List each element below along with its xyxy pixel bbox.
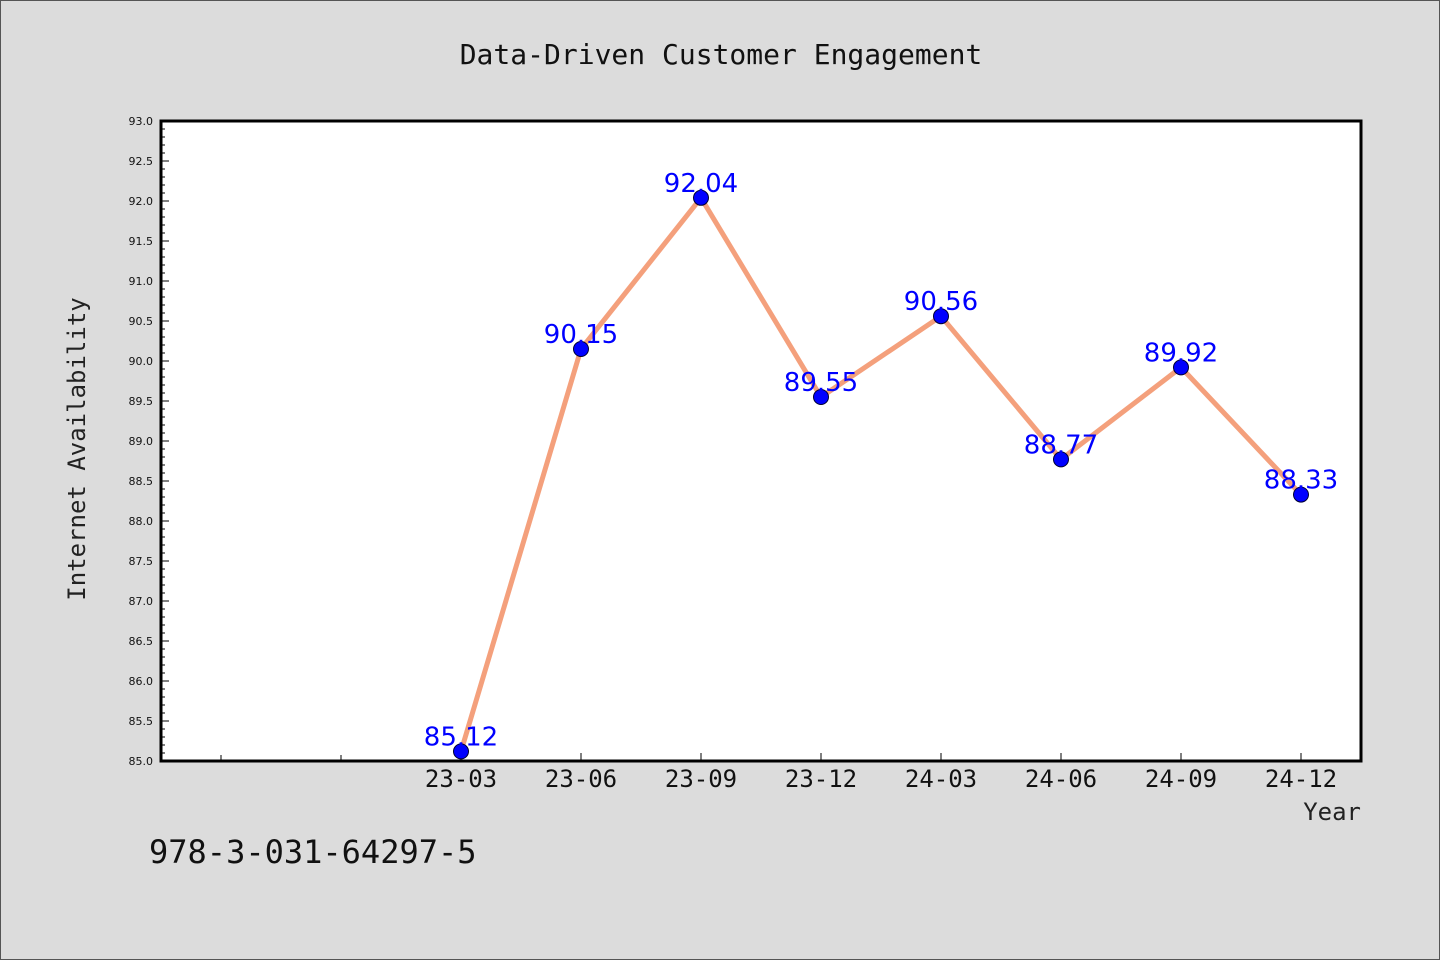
data-point <box>933 308 949 325</box>
data-point <box>1053 451 1069 468</box>
x-tick-label: 23-06 <box>545 765 617 793</box>
y-tick-label: 88.5 <box>129 475 154 488</box>
y-tick-label: 89.5 <box>129 395 154 408</box>
y-axis: 85.0 85.5 86.0 86.5 87.0 87.5 88.0 88.5 89.0 89.5… <box>129 115 169 768</box>
y-tick-label: 92.0 <box>129 195 154 208</box>
y-tick-label: 86.0 <box>129 675 154 688</box>
data-point <box>453 743 469 760</box>
x-tick-label: 24-03 <box>905 765 977 793</box>
data-label: 85.12 <box>424 722 498 752</box>
y-tick-label: 92.5 <box>129 155 154 168</box>
x-tick-label: 24-12 <box>1265 765 1337 793</box>
y-tick-label: 86.5 <box>129 635 154 648</box>
y-tick-label: 93.0 <box>129 115 154 128</box>
data-label: 89.55 <box>784 368 858 398</box>
x-tick-label: 24-09 <box>1145 765 1217 793</box>
x-tick-label: 23-03 <box>425 765 497 793</box>
data-point <box>693 189 709 206</box>
x-tick-label: 24-06 <box>1025 765 1097 793</box>
data-label: 90.15 <box>544 320 618 350</box>
data-point <box>1173 359 1189 376</box>
data-label: 89.92 <box>1144 338 1218 368</box>
chart-title: Data-Driven Customer Engagement <box>460 38 983 71</box>
x-tick-label: 23-12 <box>785 765 857 793</box>
isbn-caption: 978-3-031-64297-5 <box>149 833 477 871</box>
x-axis-label: Year <box>1303 798 1361 826</box>
plot-area <box>159 119 1363 763</box>
y-axis-label: Internet Availability <box>63 297 91 600</box>
data-point <box>1293 486 1309 503</box>
series-group: 85.12 90.15 92.04 89.55 90.56 88.77 89.92 88.33 <box>424 169 1338 760</box>
x-axis: 23-03 23-06 23-09 23-12 24-03 24-06 24-09 24-12 <box>220 753 1337 793</box>
y-tick-label: 85.0 <box>129 755 154 768</box>
data-point <box>573 341 589 357</box>
y-tick-label: 91.0 <box>129 275 154 288</box>
x-tick-label: 23-09 <box>665 765 737 793</box>
series-line <box>458 195 1303 753</box>
data-label: 88.33 <box>1264 466 1338 496</box>
data-label: 92.04 <box>664 169 738 199</box>
y-tick-label: 87.5 <box>129 555 154 568</box>
y-tick-label: 91.5 <box>129 235 154 248</box>
y-tick-label: 90.5 <box>129 315 154 328</box>
y-tick-label: 85.5 <box>129 715 154 728</box>
data-point <box>813 389 829 405</box>
y-tick-label: 87.0 <box>129 595 154 608</box>
y-tick-label: 89.0 <box>129 435 154 448</box>
data-label: 90.56 <box>904 287 978 317</box>
y-tick-label: 90.0 <box>129 355 154 368</box>
data-label: 88.77 <box>1024 430 1098 460</box>
y-tick-label: 88.0 <box>129 515 154 528</box>
